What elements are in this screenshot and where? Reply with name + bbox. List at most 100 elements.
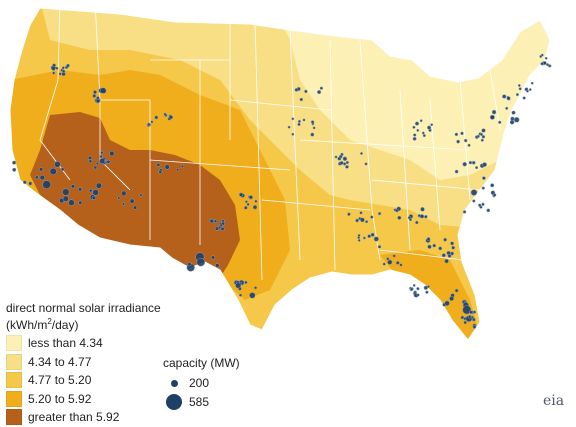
solar-plant-dot (35, 175, 39, 180)
solar-plant-dot (481, 135, 486, 139)
solar-plant-dot (415, 220, 419, 225)
legend-row-class-5: greater than 5.92 (6, 408, 161, 427)
legend-swatch (6, 390, 22, 407)
solar-plant-dot (150, 120, 154, 124)
solar-plant-dot (121, 190, 127, 197)
solar-plant-dot (470, 189, 478, 196)
solar-plant-dot (211, 255, 216, 260)
solar-plant-dot (517, 84, 521, 87)
solar-plant-dot (468, 160, 473, 165)
legend-row-class-2: 4.34 to 4.77 (6, 353, 161, 372)
solar-plant-dot (22, 180, 27, 185)
solar-plant-dot (319, 86, 324, 90)
solar-plant-dot (100, 150, 104, 155)
solar-plant-dot (244, 280, 248, 285)
solar-plant-dot (373, 236, 379, 242)
solar-plant-dot (243, 205, 248, 210)
solar-plant-dot (463, 138, 468, 143)
solar-plant-dot (93, 165, 98, 170)
solar-plant-dot (287, 125, 291, 129)
solar-plant-dot (365, 220, 369, 224)
legend-units: (kWh/m2/day) (6, 317, 79, 332)
solar-plant-dot (66, 63, 70, 68)
solar-plant-dot (460, 131, 464, 136)
solar-plant-dot (399, 263, 403, 267)
solar-plant-dot (147, 122, 151, 126)
solar-plant-dot (425, 290, 429, 294)
solar-plant-dot (513, 117, 520, 123)
solar-plant-dot (544, 56, 548, 60)
solar-plant-dot (515, 93, 519, 97)
solar-plant-dot (502, 94, 507, 99)
solar-plant-dot (220, 226, 225, 231)
solar-plant-dot (546, 63, 550, 67)
solar-plant-dot (54, 161, 61, 168)
solar-plant-dot (62, 195, 69, 202)
solar-plant-dot (58, 72, 62, 76)
solar-plant-dot (347, 212, 351, 216)
solar-plant-dot (312, 126, 316, 130)
solar-plant-dot (377, 245, 382, 249)
solar-plant-dot (472, 325, 477, 329)
solar-plant-dot (481, 202, 485, 206)
legend-row-class-4: 5.20 to 5.92 (6, 390, 161, 409)
solar-plant-dot (360, 152, 363, 155)
solar-plant-dot (55, 66, 59, 70)
solar-plant-dot (475, 166, 479, 170)
legend-label: greater than 5.92 (28, 410, 120, 425)
legend-row-class-3: 4.77 to 5.20 (6, 371, 161, 390)
solar-plant-dot (462, 210, 467, 214)
solar-plant-dot (539, 55, 543, 58)
solar-plant-dot (235, 282, 242, 289)
solar-plant-dot (451, 245, 456, 250)
solar-plant-dot (70, 184, 76, 189)
solar-plant-dot (462, 161, 467, 167)
capacity-small-dot (170, 379, 178, 387)
solar-plant-dot (68, 199, 75, 206)
solar-plant-dot (291, 132, 295, 136)
solar-plant-dot (252, 204, 258, 210)
solar-plant-dot (506, 96, 511, 101)
solar-plant-dot (395, 208, 399, 213)
solar-plant-dot (414, 121, 420, 126)
solar-plant-dot (359, 211, 363, 215)
solar-plant-dot (133, 205, 138, 210)
solar-plant-dot (168, 115, 174, 120)
solar-plant-dot (317, 90, 322, 95)
solar-plant-dot (196, 257, 206, 267)
solar-plant-dot (522, 96, 526, 100)
solar-plant-dot (99, 154, 103, 159)
solar-plant-dot (294, 88, 299, 92)
zone-greater-than-5.92 (30, 112, 240, 292)
solar-plant-dot (444, 300, 450, 306)
solar-plant-dot (297, 122, 301, 127)
solar-plant-dot (392, 254, 396, 258)
legend-swatch (6, 353, 22, 370)
solar-plant-dot (386, 257, 390, 261)
legend-label: 4.34 to 4.77 (28, 354, 92, 369)
solar-plant-dot (472, 317, 476, 322)
solar-plant-dot (424, 214, 428, 219)
solar-plant-dot (419, 119, 423, 123)
solar-plant-dot (427, 125, 432, 130)
solar-plant-dot (52, 71, 56, 75)
solar-plant-dot (337, 156, 342, 161)
solar-plant-dot (122, 202, 126, 206)
solar-plant-dot (342, 156, 348, 162)
solar-plant-dot (87, 155, 93, 160)
solar-plant-dot (467, 143, 471, 147)
solar-plant-dot (92, 189, 99, 196)
solar-plant-dot (490, 183, 495, 188)
solar-plant-dot (334, 155, 338, 159)
irradiance-legend: direct normal solar irradiance (kWh/m2/d… (6, 301, 161, 427)
solar-plant-dot (360, 217, 365, 223)
solar-plant-dot (479, 132, 484, 136)
solar-plant-dot (62, 188, 70, 196)
solar-plant-dot (345, 160, 349, 165)
solar-plant-dot (310, 120, 315, 124)
solar-plant-dot (339, 160, 344, 165)
solar-plant-dot (370, 215, 374, 219)
solar-plant-dot (340, 152, 344, 157)
solar-plant-dot (39, 174, 45, 181)
solar-plant-dot (163, 112, 167, 116)
